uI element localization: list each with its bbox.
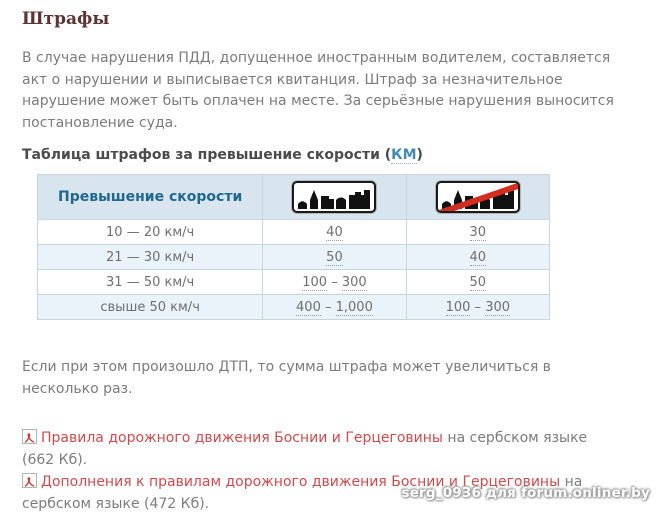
- fine-in-city: 400 – 1,000: [262, 294, 407, 320]
- fine-amount[interactable]: 300: [485, 299, 511, 316]
- fines-table-row: 10 — 20 км/ч 40 30: [36, 219, 551, 245]
- table-title: Таблица штрафов за превышение скорости (…: [22, 147, 622, 164]
- fine-amount[interactable]: 100: [445, 299, 471, 316]
- fine-in-city: 50: [262, 244, 407, 270]
- page-title: Штрафы: [22, 9, 110, 29]
- fine-amount[interactable]: 50: [326, 249, 343, 266]
- pdf-icon[interactable]: [22, 473, 37, 488]
- fines-table-row: 21 — 30 км/ч 50 40: [36, 244, 551, 270]
- table-title-close: ): [416, 147, 423, 163]
- fine-in-city: 100 – 300: [262, 269, 407, 295]
- download-suffix: на сербском языке (662 Кб).: [22, 430, 588, 468]
- pdf-link-rules[interactable]: Правила дорожного движения Боснии и Герц…: [41, 430, 443, 446]
- download-item: Дополнения к правилам дорожного движения…: [22, 471, 620, 515]
- table-title-text: Таблица штрафов за превышение скорости (: [22, 147, 392, 163]
- fines-table-row: свыше 50 км/ч 400 – 1,000 100 – 300: [36, 294, 551, 320]
- fine-outside-city: 40: [405, 244, 551, 270]
- download-suffix: на сербском языке (472 Кб).: [22, 474, 583, 512]
- fine-amount[interactable]: 1,000: [335, 299, 373, 316]
- built-up-area-sign-icon: [292, 181, 377, 213]
- watermark: serg_0936 для forum.onliner.by: [401, 485, 650, 501]
- speed-range-label: 21 — 30 км/ч: [36, 244, 264, 270]
- outside-city-header: [405, 174, 551, 220]
- end-of-built-up-area-sign-icon: [435, 181, 520, 213]
- speed-excess-header: Превышение скорости: [36, 174, 264, 220]
- speed-range-label: свыше 50 км/ч: [36, 294, 264, 320]
- fine-amount[interactable]: 50: [469, 274, 487, 291]
- fines-table-header-row: Превышение скорости: [36, 174, 551, 220]
- intro-paragraph: В случае нарушения ПДД, допущенное иност…: [22, 50, 614, 131]
- fines-table: Превышение скорости: [36, 174, 551, 320]
- speed-range-label: 10 — 20 км/ч: [36, 219, 264, 245]
- pdf-icon[interactable]: [22, 429, 37, 444]
- accident-note: Если при этом произошло ДТП, то сумма шт…: [22, 359, 551, 397]
- fine-amount[interactable]: 100: [302, 274, 328, 291]
- downloads-list: Правила дорожного движения Боснии и Герц…: [22, 427, 620, 515]
- fine-outside-city: 50: [405, 269, 551, 295]
- article-content: Штрафы В случае нарушения ПДД, допущенно…: [22, 9, 622, 515]
- in-city-header: [262, 174, 407, 220]
- download-item: Правила дорожного движения Боснии и Герц…: [22, 427, 620, 471]
- fine-outside-city: 30: [405, 219, 551, 245]
- currency-abbr-link[interactable]: КМ: [391, 147, 417, 164]
- fines-table-row: 31 — 50 км/ч 100 – 300 50: [36, 269, 551, 295]
- fine-amount[interactable]: 30: [469, 224, 487, 241]
- speed-range-label: 31 — 50 км/ч: [36, 269, 264, 295]
- fine-in-city: 40: [262, 219, 407, 245]
- fine-amount[interactable]: 40: [469, 249, 487, 266]
- fine-amount[interactable]: 300: [341, 274, 367, 291]
- fine-amount[interactable]: 400: [296, 299, 321, 316]
- pdf-link-amendments[interactable]: Дополнения к правилам дорожного движения…: [41, 474, 561, 490]
- fine-amount[interactable]: 40: [326, 224, 343, 241]
- fine-outside-city: 100 – 300: [405, 294, 551, 320]
